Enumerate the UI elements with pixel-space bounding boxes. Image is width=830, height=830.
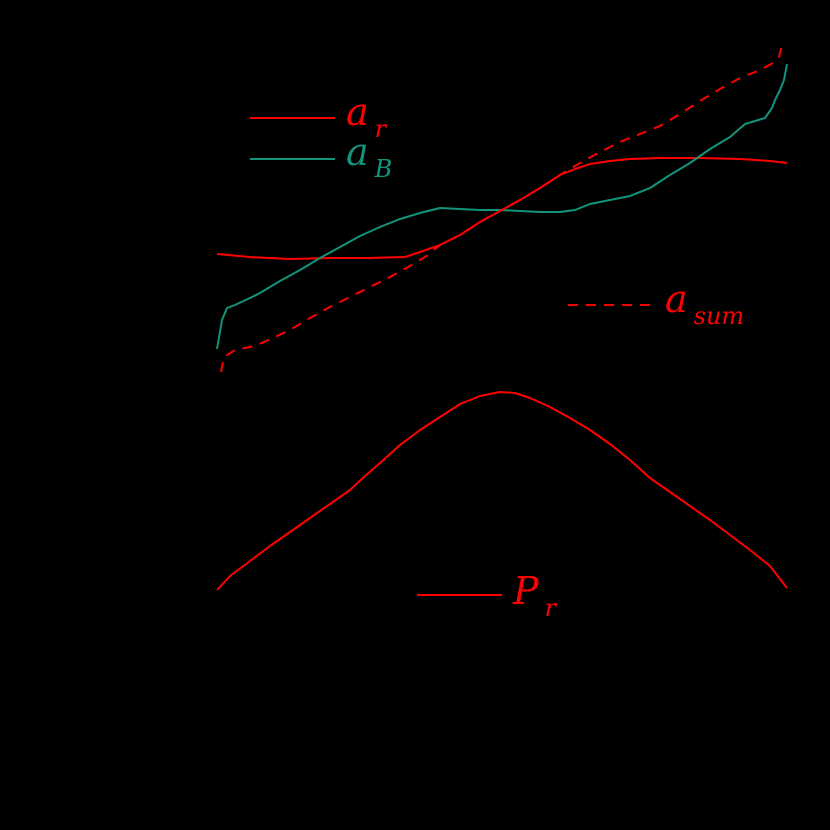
legend-group: a ra B a sum P r	[250, 90, 744, 622]
legend-label: a sum	[665, 277, 744, 330]
plot-area	[216, 44, 788, 591]
series-line-a-b	[216, 63, 788, 350]
series-line-p-r	[216, 391, 788, 591]
legend-item-a-sum: a sum	[568, 277, 744, 330]
series-line-a-sum	[220, 44, 783, 373]
